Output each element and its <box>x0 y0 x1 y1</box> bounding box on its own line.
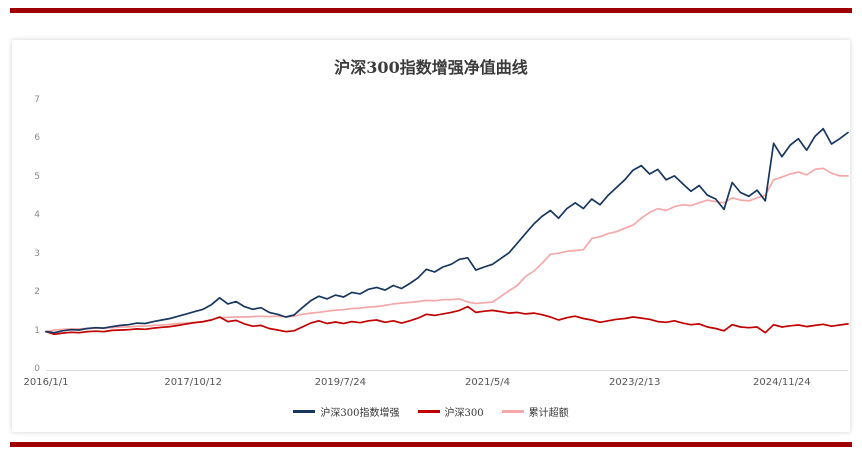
legend-item: 累计超额 <box>501 404 569 419</box>
chart-card <box>12 40 850 432</box>
x-axis-label: 2024/11/24 <box>753 377 811 388</box>
x-axis-label: 2023/2/13 <box>609 377 661 388</box>
legend-label: 沪深300 <box>444 408 484 419</box>
series-line-2 <box>45 305 849 336</box>
y-axis-label: 0 <box>34 364 40 374</box>
top-divider <box>10 8 852 13</box>
x-axis-label: 2021/5/4 <box>465 377 510 388</box>
series-line-3 <box>45 167 849 333</box>
legend-label: 累计超额 <box>528 408 569 419</box>
chart-title: 沪深300指数增强净值曲线 <box>334 58 528 77</box>
legend-item: 沪深300指数增强 <box>293 404 400 419</box>
series-line-1 <box>45 127 849 334</box>
y-axis-label: 4 <box>34 210 40 221</box>
legend-swatch <box>417 410 440 413</box>
y-axis-label: 6 <box>34 133 40 144</box>
y-axis-label: 1 <box>34 325 40 336</box>
y-axis-label: 5 <box>34 171 40 182</box>
x-axis-label: 2016/1/1 <box>23 377 69 388</box>
plot-svg <box>45 127 849 336</box>
legend-item: 沪深300 <box>417 404 484 419</box>
x-axis-label: 2019/7/24 <box>314 377 366 388</box>
legend-label: 沪深300指数增强 <box>320 408 400 419</box>
legend-swatch <box>501 410 524 413</box>
y-axis-label: 7 <box>34 95 40 105</box>
x-axis-line <box>46 370 848 371</box>
legend-swatch <box>293 410 316 413</box>
y-axis-label: 2 <box>34 287 40 298</box>
legend: 沪深300指数增强 沪深300 累计超额 <box>12 404 850 419</box>
y-axis-label: 3 <box>34 248 40 259</box>
bottom-divider <box>10 442 852 447</box>
x-axis-label: 2017/10/12 <box>164 377 222 388</box>
